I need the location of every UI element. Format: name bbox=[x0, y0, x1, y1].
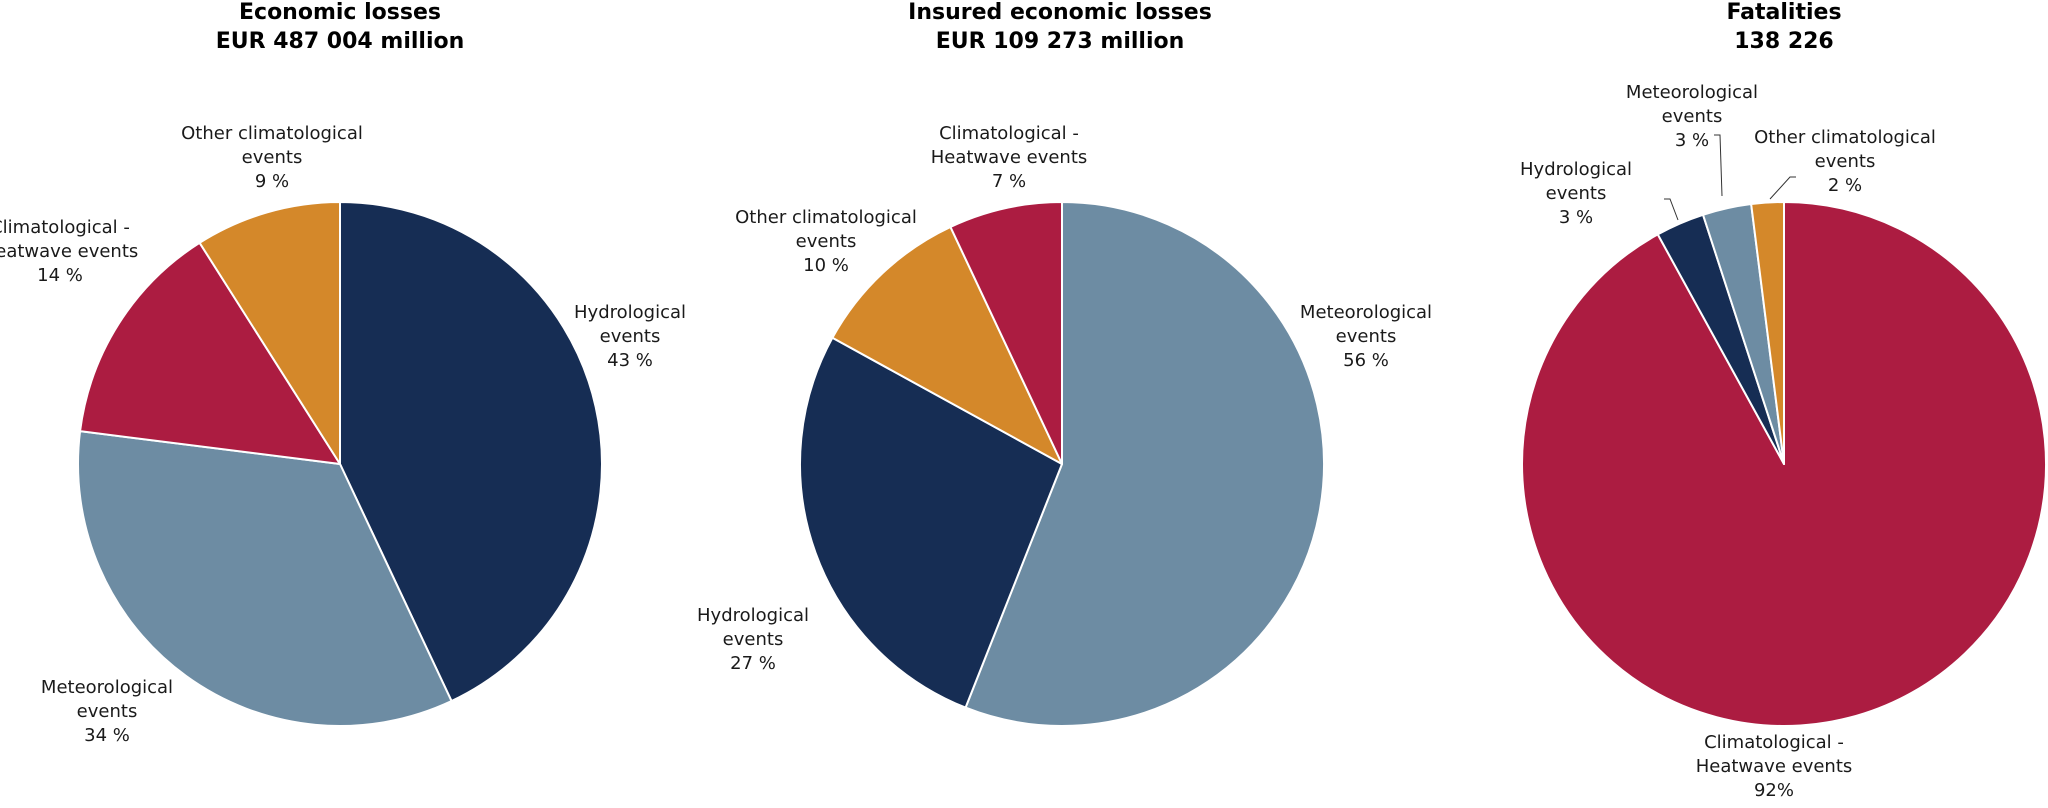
slice-label-hydrological-events: Hydrological events 43 % bbox=[574, 302, 686, 371]
slice-label-meteorological-events: Meteorological events 56 % bbox=[1300, 302, 1432, 371]
slice-label-climatological-heatwave-events: Climatological -Heatwave events 7 % bbox=[931, 123, 1088, 192]
slice-labels: Climatological -Heatwave events 92% Hydrol… bbox=[1520, 82, 1936, 801]
slice-labels: Hydrological events 43 % Meteorological even… bbox=[0, 123, 686, 746]
chart-insured-economic-losses: Insured economic losses EUR 109 273 mill… bbox=[697, 0, 1432, 727]
chart-subtitle: 138 226 bbox=[1734, 29, 1834, 54]
pie-slice-other-climatological-events bbox=[831, 225, 1063, 465]
pie-slices bbox=[77, 201, 603, 727]
slice-label-other-climatological-events: Other climatological events 10 % bbox=[735, 207, 917, 276]
chart-fatalities: Fatalities 138 226 Climatological -Heatw… bbox=[1520, 0, 2047, 801]
slice-label-other-climatological-events: Other climatological events 2 % bbox=[1754, 127, 1936, 196]
pie-slice-climatological-heatwave-events bbox=[79, 241, 341, 465]
pie-slice-other-climatological-events bbox=[1750, 201, 1785, 465]
chart-title: Insured economic losses bbox=[908, 0, 1212, 25]
pie-slice-meteorological-events bbox=[964, 201, 1325, 727]
leader-line-meteorological-events bbox=[1714, 134, 1723, 197]
chart-subtitle: EUR 109 273 million bbox=[936, 29, 1185, 54]
slice-label-meteorological-events: Meteorological events 34 % bbox=[41, 677, 173, 746]
chart-title: Economic losses bbox=[239, 0, 441, 25]
slice-label-climatological-heatwave-events: Climatological -Heatwave events 92% bbox=[1696, 732, 1853, 801]
slice-labels: Meteorological events 56 % Hydrological even… bbox=[697, 123, 1432, 674]
chart-economic-losses: Economic losses EUR 487 004 million Hydr… bbox=[0, 0, 686, 746]
pie-slice-hydrological-events bbox=[339, 201, 603, 703]
slice-label-other-climatological-events: Other climatological events 9 % bbox=[181, 123, 363, 192]
slice-label-meteorological-events: Meteorological events 3 % bbox=[1626, 82, 1758, 151]
slice-label-hydrological-events: Hydrological events 3 % bbox=[1520, 159, 1632, 228]
pie-slice-other-climatological-events bbox=[198, 201, 341, 465]
pie-slices bbox=[1521, 201, 2047, 727]
pie-slice-climatological-heatwave-events bbox=[1521, 201, 2047, 727]
chart-title: Fatalities bbox=[1726, 0, 1841, 25]
chart-subtitle: EUR 487 004 million bbox=[216, 29, 465, 54]
pie-slice-climatological-heatwave-events bbox=[949, 201, 1063, 465]
pie-slices bbox=[799, 201, 1325, 727]
leader-line-other-climatological-events bbox=[1769, 176, 1796, 200]
leader-line-hydrological-events bbox=[1664, 198, 1679, 221]
pie-slice-hydrological-events bbox=[799, 336, 1063, 709]
slice-label-hydrological-events: Hydrological events 27 % bbox=[697, 605, 809, 674]
pie-slice-meteorological-events bbox=[77, 430, 453, 727]
